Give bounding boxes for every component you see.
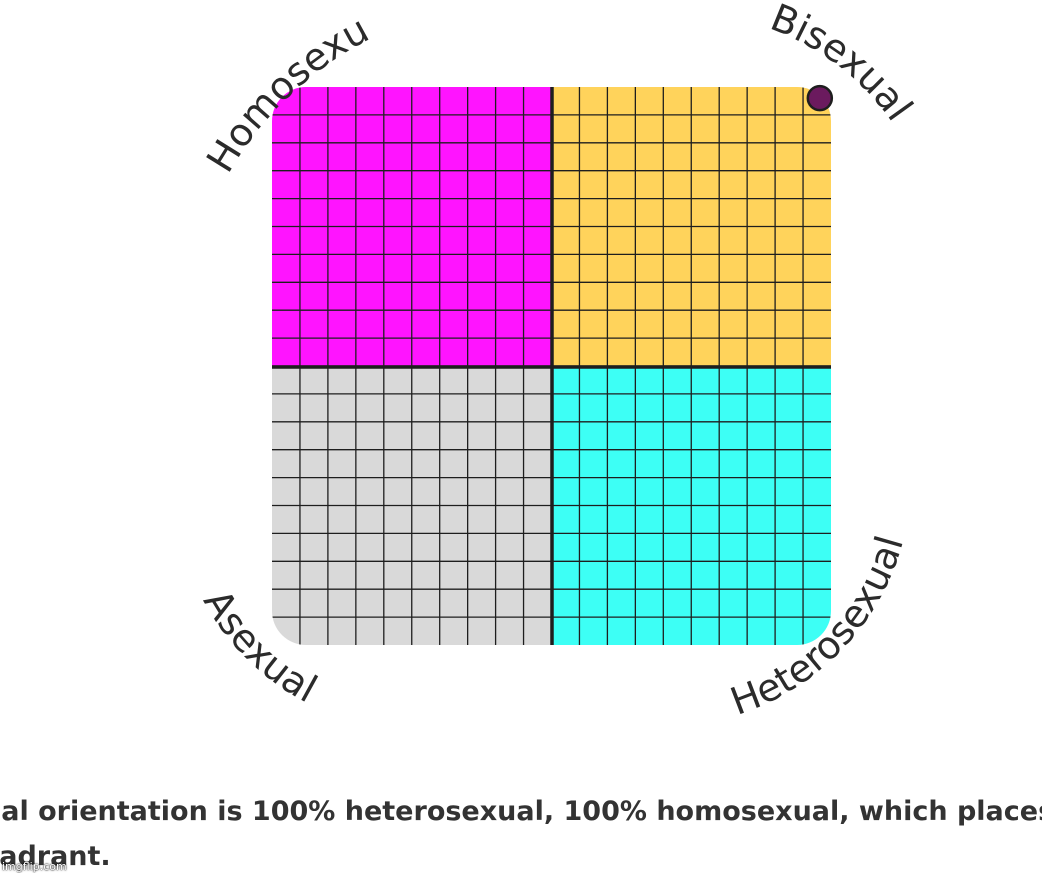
quadrant-board <box>272 87 831 645</box>
watermark: imgflip.com <box>2 860 67 873</box>
caption: ual orientation is 100% heterosexual, 10… <box>0 790 1042 872</box>
position-marker <box>806 84 834 112</box>
caption-line-2: uadrant. <box>0 841 111 872</box>
caption-line-1: ual orientation is 100% heterosexual, 10… <box>0 796 1042 827</box>
